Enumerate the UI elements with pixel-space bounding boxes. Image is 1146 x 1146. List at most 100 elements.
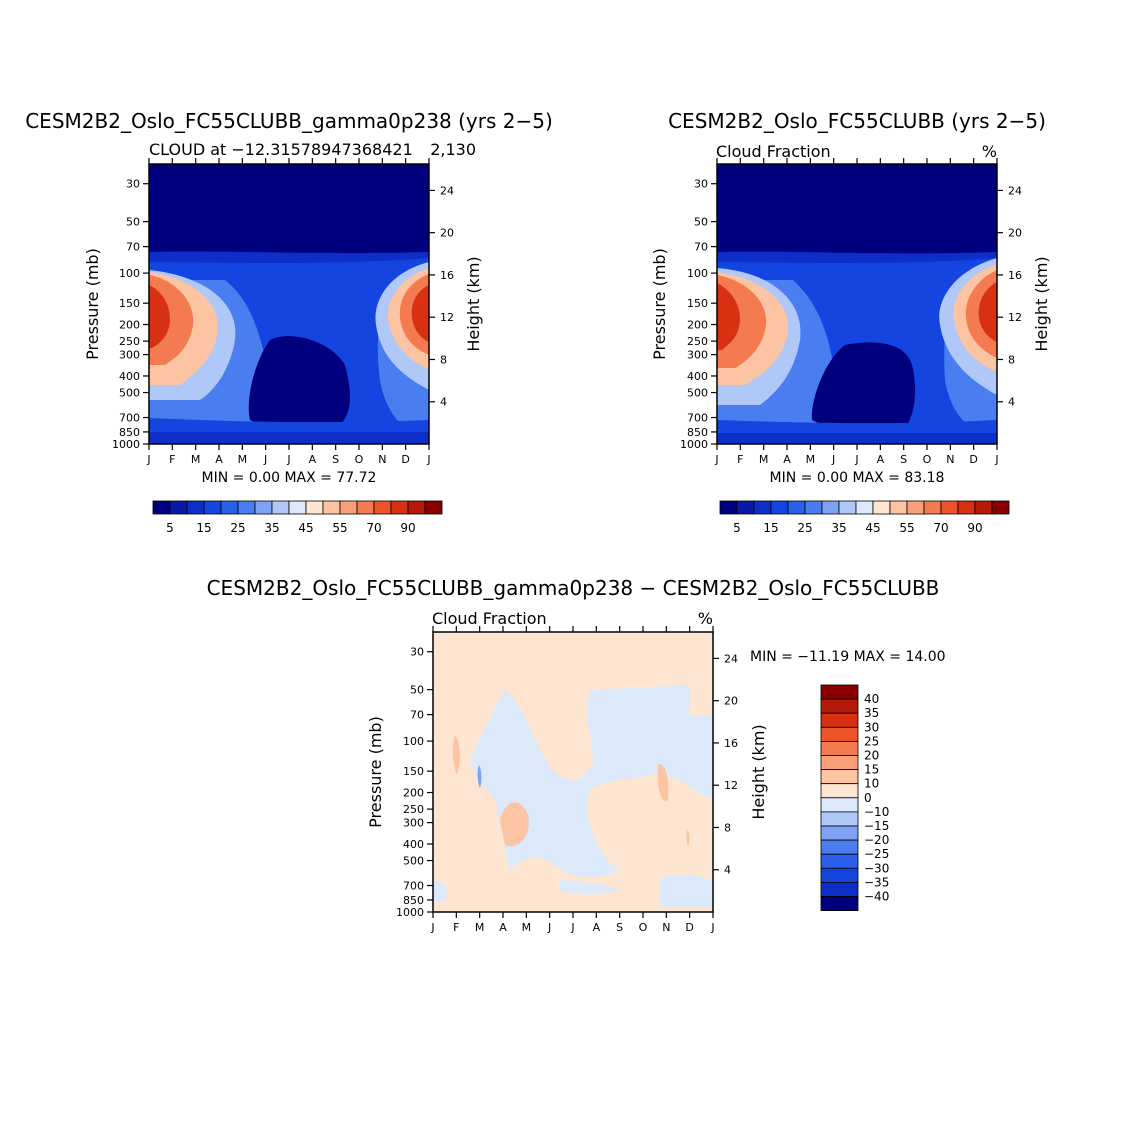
- colorbar-label: −20: [864, 833, 889, 847]
- colorbar-swatch: [820, 811, 859, 827]
- colorbar-swatch: [753, 500, 772, 515]
- colorbar-label: 15: [864, 763, 879, 777]
- colorbar-label: 10: [864, 777, 879, 791]
- colorbar-swatch: [820, 797, 859, 813]
- y-tick-label: 500: [119, 387, 140, 400]
- colorbar-swatch: [407, 500, 426, 515]
- colorbar-label: 25: [864, 734, 879, 748]
- x-tick-label: D: [969, 453, 977, 466]
- colorbar-swatch: [424, 500, 443, 515]
- colorbar-swatch: [820, 896, 859, 912]
- panel-1-right-label: 2,130: [430, 140, 476, 159]
- x-tick-label: M: [475, 921, 485, 934]
- panel-3: CESM2B2_Oslo_FC55CLUBB_gamma0p238 − CESM…: [207, 576, 946, 913]
- panel-2-ylabel: Pressure (mb): [650, 248, 669, 360]
- y-tick-label: 300: [403, 817, 424, 830]
- colorbar-swatch: [203, 500, 222, 515]
- x-tick-label: J: [547, 921, 551, 934]
- panel-1-field: [149, 164, 429, 444]
- colorbar-label: 5: [733, 521, 741, 535]
- y2-tick-label: 4: [440, 396, 447, 409]
- colorbar-swatch: [906, 500, 925, 515]
- panel-2-y2label: Height (km): [1032, 256, 1051, 351]
- colorbar-label: 70: [933, 521, 948, 535]
- y-tick-label: 1000: [396, 906, 424, 919]
- x-tick-label: N: [946, 453, 954, 466]
- y-tick-label: 1000: [680, 438, 708, 451]
- panel-2-right-label: %: [982, 142, 997, 161]
- colorbar-label: 25: [797, 521, 812, 535]
- y-tick-label: 100: [119, 267, 140, 280]
- x-tick-label: A: [215, 453, 223, 466]
- y-tick-label: 200: [119, 319, 140, 332]
- colorbar-label: 55: [899, 521, 914, 535]
- colorbar-swatch: [820, 769, 859, 785]
- colorbar-swatch: [288, 500, 307, 515]
- panel-2-left-label: Cloud Fraction: [716, 142, 831, 161]
- x-tick-label: J: [426, 453, 430, 466]
- y-tick-label: 250: [119, 335, 140, 348]
- colorbar-label: 25: [230, 521, 245, 535]
- colorbar-1: 5 15 25 35 45 55 70 90: [152, 500, 443, 535]
- x-tick-label: D: [685, 921, 693, 934]
- x-tick-label: M: [522, 921, 532, 934]
- y2-tick-label: 12: [440, 311, 454, 324]
- x-tick-label: F: [453, 921, 459, 934]
- y-tick-label: 100: [687, 267, 708, 280]
- colorbar-label: 5: [166, 521, 174, 535]
- x-tick-label: J: [570, 921, 574, 934]
- colorbar-label: 15: [196, 521, 211, 535]
- x-tick-label: J: [430, 921, 434, 934]
- colorbar-label: 15: [763, 521, 778, 535]
- x-tick-label: O: [923, 453, 932, 466]
- colorbar-swatch: [820, 867, 859, 883]
- colorbar-label: −30: [864, 861, 889, 875]
- y2-tick-label: 8: [724, 821, 731, 834]
- colorbar-label: 35: [831, 521, 846, 535]
- x-tick-label: D: [401, 453, 409, 466]
- y-tick-label: 850: [403, 894, 424, 907]
- colorbar-label: −35: [864, 875, 889, 889]
- y2-tick-label: 24: [1008, 184, 1022, 197]
- x-tick-label: J: [263, 453, 267, 466]
- colorbar-swatch: [186, 500, 205, 515]
- y2-tick-label: 12: [1008, 311, 1022, 324]
- panel-3-left-label: Cloud Fraction: [432, 609, 547, 628]
- colorbar-swatch: [820, 712, 859, 728]
- colorbar-swatch: [838, 500, 857, 515]
- y2-tick-label: 8: [440, 353, 447, 366]
- y2-tick-label: 4: [724, 864, 731, 877]
- x-tick-label: M: [759, 453, 769, 466]
- y-tick-label: 300: [119, 349, 140, 362]
- y-tick-label: 250: [687, 335, 708, 348]
- x-tick-label: J: [286, 453, 290, 466]
- colorbar-swatch: [923, 500, 942, 515]
- colorbar-swatch: [390, 500, 409, 515]
- colorbar-swatch: [271, 500, 290, 515]
- colorbar-swatch: [872, 500, 891, 515]
- colorbar-swatch: [305, 500, 324, 515]
- x-tick-label: M: [806, 453, 816, 466]
- colorbar-swatch: [957, 500, 976, 515]
- y2-tick-label: 16: [1008, 269, 1022, 282]
- panel-1-left-label: CLOUD at −12.31578947368421: [149, 140, 413, 159]
- x-tick-label: S: [900, 453, 907, 466]
- colorbar-swatch: [719, 500, 738, 515]
- x-tick-label: S: [616, 921, 623, 934]
- colorbar-label: 90: [967, 521, 982, 535]
- colorbar-label: 40: [864, 692, 879, 706]
- panel-3-title: CESM2B2_Oslo_FC55CLUBB_gamma0p238 − CESM…: [207, 576, 940, 600]
- colorbar-swatch: [821, 500, 840, 515]
- x-tick-label: A: [877, 453, 885, 466]
- colorbar-label: 45: [298, 521, 313, 535]
- x-tick-label: N: [662, 921, 670, 934]
- colorbar-swatch: [889, 500, 908, 515]
- colorbar-2: 5 15 25 35 45 55 70 90: [719, 500, 1010, 535]
- y-tick-label: 400: [687, 370, 708, 383]
- colorbar-swatch: [339, 500, 358, 515]
- y-tick-label: 30: [410, 646, 424, 659]
- y-tick-label: 500: [403, 855, 424, 868]
- y-tick-label: 30: [694, 178, 708, 191]
